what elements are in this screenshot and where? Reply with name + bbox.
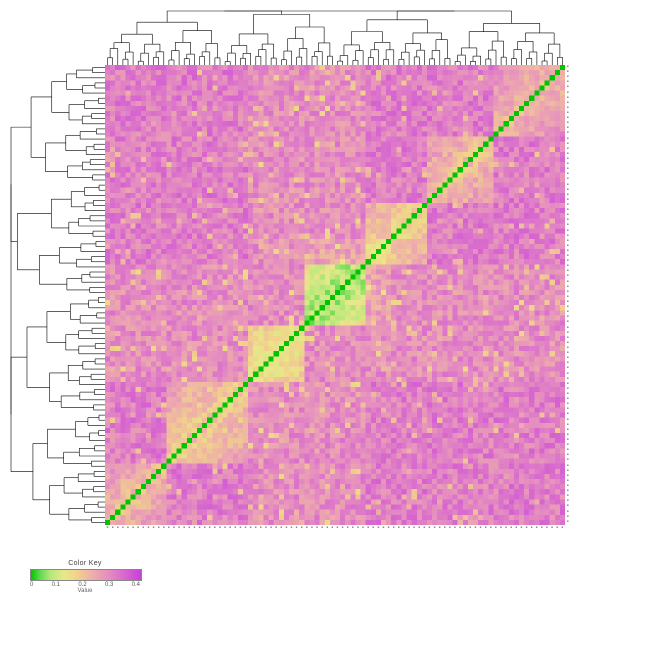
- heatmap-canvas: [105, 65, 565, 525]
- legend-tick: 0.4: [132, 582, 140, 588]
- legend-tick: 0.3: [105, 582, 113, 588]
- col-axis-labels: ■■■■■■■■■■■■■■■■■■■■■■■■■■■■■■■■■■■■■■■■…: [105, 526, 565, 536]
- legend-title: Color Key: [30, 560, 140, 567]
- legend-tick: 0: [30, 582, 33, 588]
- legend-axis-label: Value: [30, 588, 140, 594]
- dendrogram-top: [105, 10, 565, 65]
- legend-colorbar: [30, 569, 142, 581]
- legend-tick: 0.1: [52, 582, 60, 588]
- heatmap: [105, 65, 565, 525]
- dendrogram-left: [10, 65, 105, 525]
- row-axis-labels: ■■■■■■■■■■■■■■■■■■■■■■■■■■■■■■■■■■■■■■■■…: [567, 65, 577, 525]
- color-key-legend: Color Key 00.10.20.30.4 Value: [30, 560, 140, 594]
